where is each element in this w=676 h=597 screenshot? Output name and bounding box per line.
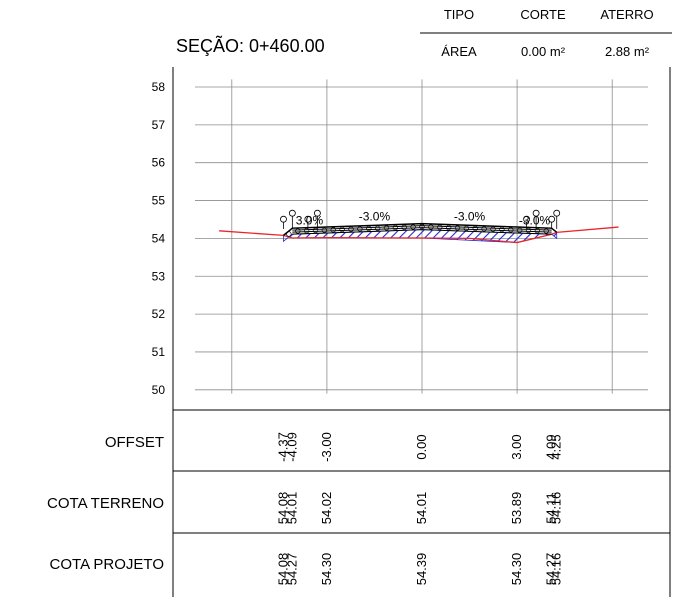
layer-marker xyxy=(437,224,443,230)
y-tick-label: 54 xyxy=(152,231,166,245)
row-value: 54.30 xyxy=(509,553,524,586)
y-tick-label: 52 xyxy=(152,307,166,321)
offset-pin-head xyxy=(548,215,556,223)
layer-marker xyxy=(419,223,425,230)
header-corte: CORTE xyxy=(520,7,566,22)
pavement-layers xyxy=(280,209,561,237)
row-value: 54.39 xyxy=(414,553,429,586)
summary-table: TIPO CORTE ATERRO ÁREA 0.00 m² 2.88 m² xyxy=(420,7,672,59)
row-value: 54.27 xyxy=(544,553,559,586)
y-tick-labels: 58 57 56 55 54 53 52 51 50 xyxy=(152,80,166,397)
row-value: 54.02 xyxy=(319,492,334,525)
row-value: 4.25 xyxy=(549,434,564,459)
terrain-profile-line xyxy=(219,226,619,244)
layer-marker xyxy=(516,227,523,233)
layer-marker xyxy=(366,225,372,232)
layer-marker xyxy=(392,224,399,231)
layer-marker xyxy=(312,227,319,234)
header-tipo: TIPO xyxy=(444,7,474,22)
plot-area: 58 57 56 55 54 53 52 51 50 -3.0% -3.0% 3.0% -3.0% xyxy=(152,67,671,410)
layer-marker xyxy=(543,228,549,234)
row-value: 54.01 xyxy=(414,492,429,525)
layer-marker xyxy=(481,226,487,232)
slope-labels: -3.0% -3.0% 3.0% -3.0% xyxy=(296,210,551,228)
pavement-layer-line xyxy=(292,229,552,235)
pavement-layer-line xyxy=(292,225,552,231)
row-value: -4.37 xyxy=(275,432,290,462)
layer-marker xyxy=(339,226,345,233)
row-value: 3.00 xyxy=(509,434,524,459)
layer-marker xyxy=(508,227,514,233)
layer-marker xyxy=(490,226,496,232)
header-aterro: ATERRO xyxy=(600,7,653,22)
offset-pin-head xyxy=(532,209,540,217)
row-values: -4.37-4.09 -3.00 0.00 3.00 4.094.2554.0854.0… xyxy=(275,432,563,585)
row-value: 54.16 xyxy=(549,492,564,525)
layer-marker xyxy=(401,224,407,230)
row-value: -4.09 xyxy=(284,432,299,462)
row-value: 54.01 xyxy=(284,492,299,525)
layer-marker xyxy=(499,226,505,233)
layer-marker xyxy=(454,225,461,231)
slope-label: -3.0% xyxy=(454,210,486,224)
row-label-cota-terreno: COTA TERRENO xyxy=(47,495,164,512)
layer-marker xyxy=(525,227,532,234)
layer-marker xyxy=(383,225,390,231)
row-value: 0.00 xyxy=(414,434,429,459)
layer-marker xyxy=(321,227,328,233)
row-value: 54.27 xyxy=(284,553,299,586)
section-title: SEÇÃO: 0+460.00 xyxy=(176,35,325,56)
corte-area-value: 0.00 m² xyxy=(521,44,566,59)
layer-marker xyxy=(357,226,363,232)
offset-pin-head xyxy=(280,215,287,223)
offset-pin-head xyxy=(553,209,561,217)
row-value: -3.00 xyxy=(319,432,334,462)
y-tick-label: 51 xyxy=(152,345,166,359)
y-tick-label: 53 xyxy=(152,269,166,283)
row-label-cota-projeto: COTA PROJETO xyxy=(50,556,164,573)
layer-marker xyxy=(410,224,416,230)
layer-marker xyxy=(303,228,310,234)
y-tick-label: 56 xyxy=(152,156,166,170)
row-value: 53.89 xyxy=(509,492,524,525)
row-label-area: ÁREA xyxy=(441,44,477,59)
row-value: 54.11 xyxy=(544,492,559,524)
layer-marker xyxy=(374,225,381,231)
y-tick-label: 58 xyxy=(152,80,166,94)
row-label-offset: OFFSET xyxy=(105,434,164,451)
y-tick-label: 57 xyxy=(152,118,166,132)
offset-pin-head xyxy=(304,215,312,223)
offset-pin-head xyxy=(288,209,296,217)
layer-marker xyxy=(428,224,434,230)
layer-marker xyxy=(472,225,478,232)
layer-marker xyxy=(348,226,354,232)
offset-pin-head xyxy=(313,209,321,217)
row-value: 54.16 xyxy=(549,553,564,586)
row-value: 4.09 xyxy=(544,434,559,459)
data-band: OFFSET COTA TERRENO COTA PROJETO -4.37-4… xyxy=(47,409,671,597)
layer-marker xyxy=(286,231,292,237)
y-tick-label: 55 xyxy=(152,194,166,208)
slope-label: -3.0% xyxy=(359,210,391,224)
layer-marker xyxy=(445,224,452,231)
layer-marker xyxy=(330,227,336,233)
layer-marker xyxy=(463,225,470,231)
y-tick-label: 50 xyxy=(152,383,166,397)
pavement-layer-line xyxy=(292,227,552,233)
slope-label: -3.0% xyxy=(519,213,551,227)
offset-pin-head xyxy=(523,215,531,223)
row-value: 54.30 xyxy=(319,553,334,586)
aterro-area-value: 2.88 m² xyxy=(605,44,650,59)
row-value: 54.08 xyxy=(275,553,290,586)
layer-marker xyxy=(295,228,301,234)
layer-marker xyxy=(534,228,541,234)
row-value: 54.08 xyxy=(275,492,290,525)
slope-label: 3.0% xyxy=(296,213,324,227)
